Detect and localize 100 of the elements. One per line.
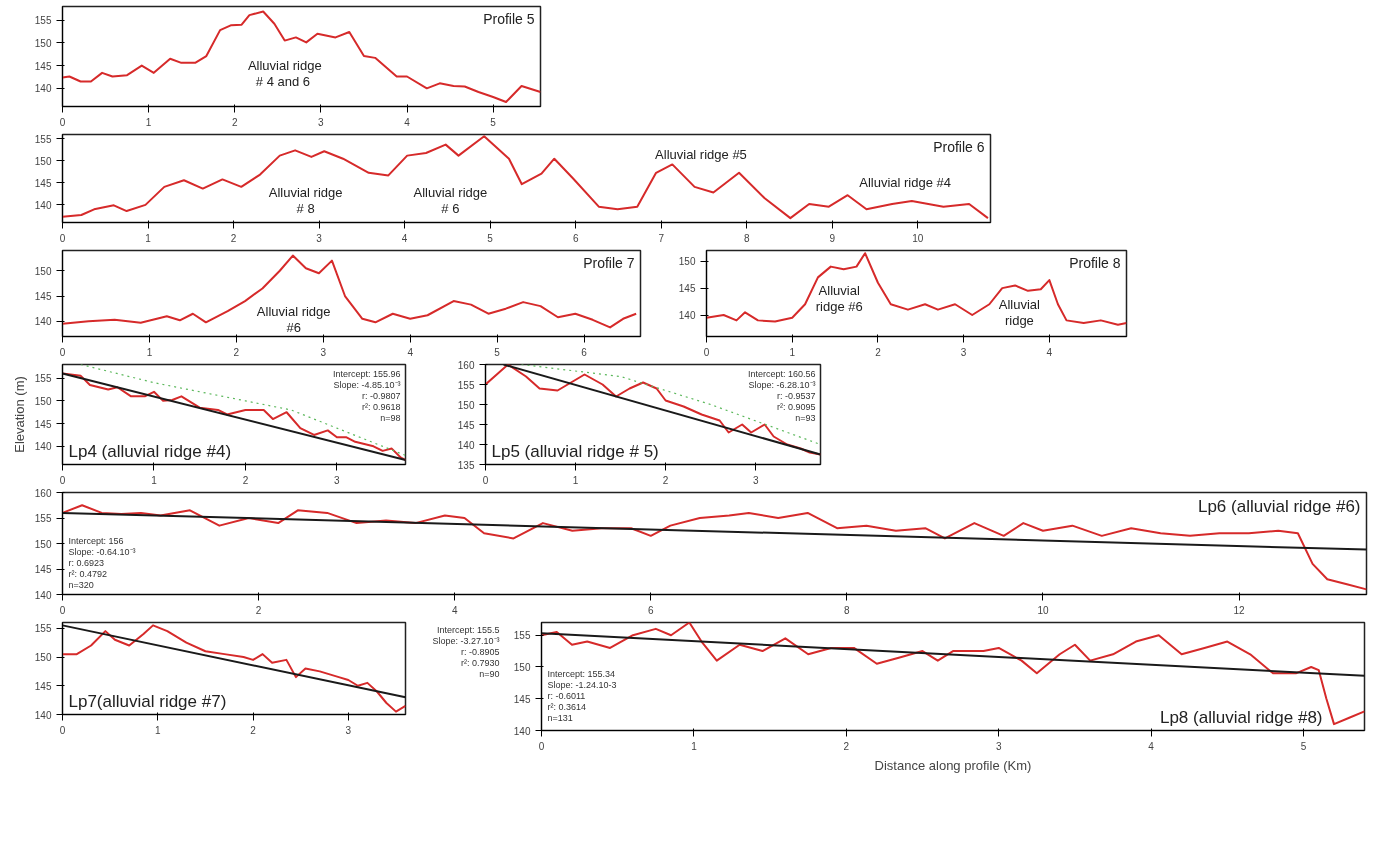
- y-tick-label: 145: [34, 418, 52, 430]
- annotation: r: -0.6011: [547, 690, 586, 701]
- annotation: r²: 0.3614: [547, 701, 587, 712]
- y-tick-label: 140: [34, 441, 52, 453]
- y-tick-label: 155: [34, 373, 52, 385]
- y-tick-label: 145: [34, 291, 52, 303]
- text: r²: 0.7930: [460, 657, 500, 668]
- y-tick-label: 145: [34, 564, 52, 575]
- x-axis-title: Distance along profile (Km): [874, 757, 1032, 773]
- x-tick-label: 10: [912, 232, 924, 244]
- x-tick-label: 0: [59, 116, 66, 128]
- annotation: n=98: [380, 412, 401, 423]
- x-tick-label: 3: [752, 474, 759, 486]
- line-series: [62, 624, 406, 713]
- y-tick-label: 160: [457, 359, 475, 371]
- line-series: [62, 135, 989, 220]
- x-tick-label: 2: [250, 724, 257, 736]
- text: Intercept: 155.5: [436, 624, 500, 635]
- x-tick-label: 3: [345, 724, 352, 736]
- x-tick-label: 4: [404, 116, 411, 128]
- y-tick-label: 135: [457, 459, 475, 471]
- x-tick-label: 4: [401, 232, 408, 244]
- x-tick-label: 2: [230, 232, 237, 244]
- x-tick-label: 0: [59, 474, 66, 486]
- x-tick-label: 8: [743, 232, 750, 244]
- x-tick-label: 3: [334, 474, 341, 486]
- x-tick-label: 2: [662, 474, 669, 486]
- annotation: Intercept: 156: [68, 535, 124, 546]
- y-axis-title: Elevation (m): [11, 376, 27, 453]
- text: r: -0.8905: [460, 646, 500, 657]
- annotation: Slope: -0.64.10⁻³: [68, 546, 136, 557]
- chart-title: Profile 5: [483, 10, 535, 27]
- x-tick-label: 3: [316, 232, 323, 244]
- annotation: Intercept: 160.56: [747, 368, 816, 379]
- x-tick-label: 7: [658, 232, 665, 244]
- x-tick-label: 3: [320, 346, 327, 358]
- chart-title: Profile 7: [583, 254, 635, 271]
- annotation: Intercept: 155.34: [547, 668, 616, 679]
- x-tick-label: 0: [482, 474, 489, 486]
- x-tick-label: 1: [155, 724, 161, 736]
- annotation: Alluvial ridge: [998, 296, 1041, 329]
- y-tick-label: 150: [34, 37, 52, 49]
- y-tick-label: 140: [457, 439, 475, 451]
- y-tick-label: 155: [34, 133, 52, 145]
- y-tick-label: 150: [34, 395, 52, 407]
- x-tick-label: 6: [581, 346, 588, 358]
- y-tick-label: 160: [34, 487, 52, 499]
- y-tick-label: 145: [34, 60, 52, 72]
- annotation: n=93: [795, 412, 816, 423]
- x-tick-label: 2: [233, 346, 240, 358]
- line-series: [541, 622, 1365, 726]
- x-tick-label: 6: [647, 604, 654, 616]
- x-tick-label: 4: [1148, 740, 1155, 752]
- x-tick-label: 1: [146, 346, 153, 358]
- x-tick-label: 0: [703, 346, 710, 358]
- x-tick-label: 1: [145, 232, 152, 244]
- x-tick-label: 12: [1233, 604, 1246, 616]
- y-tick-label: 140: [34, 589, 52, 601]
- y-tick-label: 150: [34, 265, 52, 277]
- y-tick-label: 140: [34, 709, 52, 721]
- y-tick-label: 145: [34, 177, 52, 189]
- x-tick-label: 0: [538, 740, 545, 752]
- text: Lp5 (alluvial ridge # 5): [491, 441, 659, 461]
- y-tick-label: 140: [34, 199, 52, 211]
- y-tick-label: 150: [34, 652, 52, 663]
- x-tick-label: 0: [59, 346, 66, 358]
- y-tick-label: 150: [457, 399, 475, 411]
- y-tick-label: 155: [457, 379, 475, 391]
- y-tick-label: 155: [513, 630, 531, 642]
- y-tick-label: 150: [34, 538, 52, 550]
- x-tick-label: 1: [789, 346, 796, 358]
- text: Lp4 (alluvial ridge #4): [68, 441, 232, 461]
- y-tick-label: 145: [678, 283, 696, 295]
- annotation: Alluvial ridge #5: [655, 147, 747, 163]
- x-tick-label: 1: [145, 116, 152, 128]
- y-tick-label: 140: [678, 310, 696, 321]
- x-tick-label: 5: [490, 116, 497, 128]
- x-tick-label: 3: [318, 116, 325, 128]
- text: Lp7(alluvial ridge #7): [68, 691, 227, 711]
- y-tick-label: 140: [34, 83, 52, 95]
- y-tick-label: 150: [678, 256, 696, 268]
- annotation: Alluvial ridge # 8: [268, 184, 343, 217]
- x-tick-label: 2: [255, 604, 262, 616]
- text: Lp8 (alluvial ridge #8): [1159, 707, 1323, 727]
- x-tick-label: 9: [829, 232, 836, 244]
- x-tick-label: 2: [242, 474, 249, 486]
- x-tick-label: 2: [875, 346, 882, 358]
- x-tick-label: 0: [59, 232, 66, 244]
- chart-title: Profile 8: [1069, 254, 1121, 271]
- annotation: Alluvial ridge # 4 and 6: [247, 57, 322, 90]
- x-tick-label: 5: [487, 232, 494, 244]
- y-tick-label: 155: [34, 15, 52, 27]
- x-tick-label: 4: [1046, 346, 1053, 358]
- chart-title: Profile 6: [933, 138, 985, 155]
- text: Slope: -3.27.10⁻³: [432, 635, 500, 646]
- y-tick-label: 155: [34, 623, 52, 635]
- annotation: r²: 0.9618: [361, 401, 401, 412]
- y-tick-label: 140: [34, 316, 52, 328]
- annotation: r: -0.9537: [776, 390, 816, 401]
- annotation: r: 0.6923: [68, 557, 105, 568]
